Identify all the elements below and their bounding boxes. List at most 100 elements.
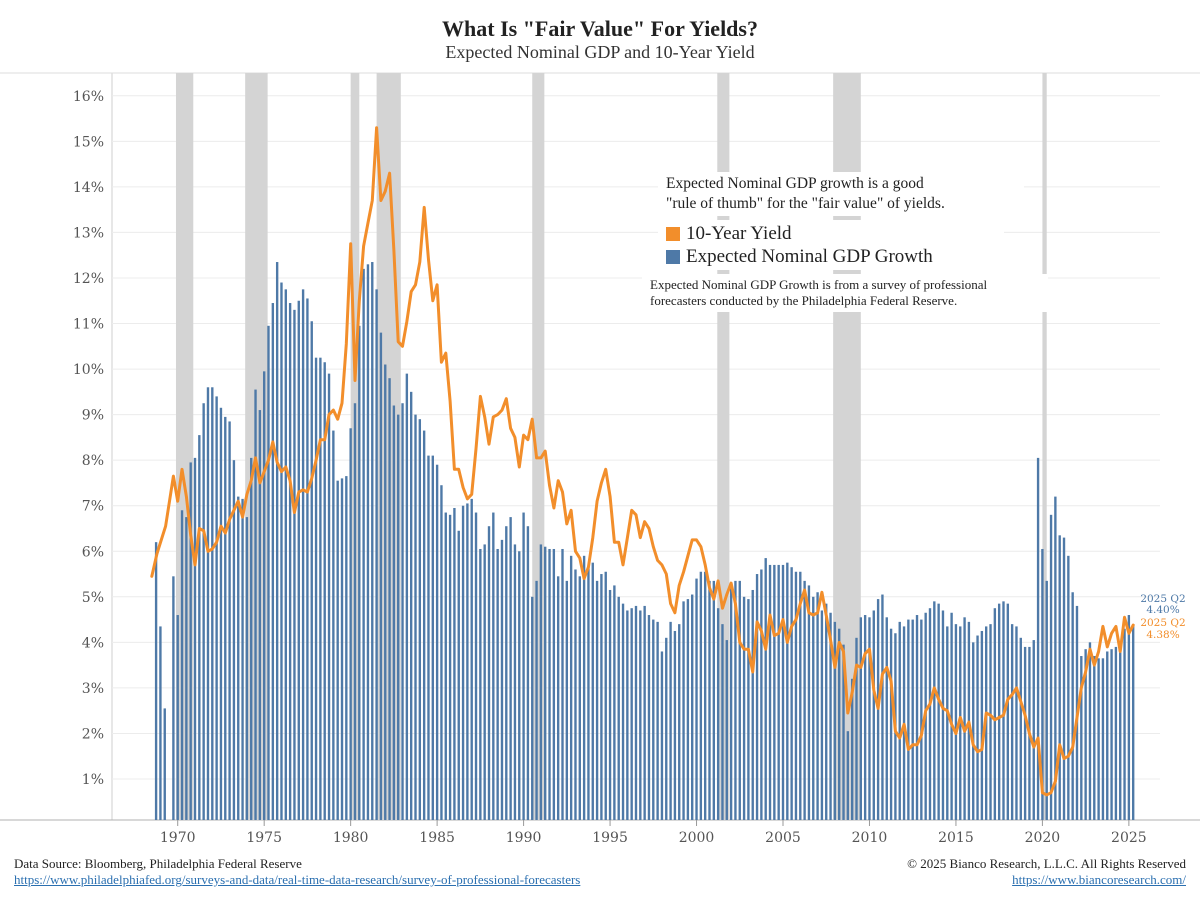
gdp-bar (163, 708, 166, 820)
gdp-bar (1084, 649, 1087, 820)
x-tick-label: 1970 (160, 830, 196, 846)
gdp-bar (215, 396, 218, 820)
gdp-bar (1019, 637, 1022, 820)
gdp-bar (1127, 615, 1131, 820)
legend-swatch-gdp (666, 249, 680, 264)
gdp-bar (898, 621, 901, 820)
gdp-bar (237, 496, 240, 820)
gdp-bar (652, 619, 655, 820)
gdp-bar (262, 371, 266, 820)
gdp-bar (1123, 628, 1126, 820)
gdp-bar (392, 405, 396, 820)
gdp-bar (678, 624, 681, 820)
gdp-bar (587, 567, 590, 820)
gdp-bar (647, 615, 651, 820)
gdp-bar (621, 603, 625, 820)
gdp-bar (349, 428, 352, 820)
x-tick-label: 2015 (938, 830, 974, 846)
gdp-bar (202, 403, 205, 820)
gdp-bar (790, 567, 793, 820)
chart-subtitle: Expected Nominal GDP and 10-Year Yield (445, 42, 755, 62)
gdp-bar (1006, 603, 1010, 820)
gdp-bar (582, 555, 586, 820)
gdp-bar (198, 435, 201, 820)
gdp-bar (928, 608, 932, 820)
yield-end-value: 4.38% (1146, 629, 1179, 641)
gdp-bar (591, 562, 594, 820)
gdp-bar (565, 580, 569, 820)
gdp-bar (989, 624, 992, 820)
gdp-bar (176, 615, 179, 820)
y-tick-label: 1% (82, 772, 104, 788)
recession-band (1042, 73, 1047, 820)
gdp-bar (569, 555, 573, 820)
gdp-bar (1106, 651, 1109, 820)
gdp-bar (872, 610, 875, 820)
gdp-bar (950, 612, 953, 820)
legend-swatch-yield (666, 226, 680, 241)
gdp-bar (219, 407, 223, 820)
gdp-bar (1023, 646, 1027, 820)
gdp-bar (250, 457, 253, 820)
fair-value-note: Expected Nominal GDP growth is a good "r… (658, 172, 1024, 216)
gdp-bar (855, 637, 858, 820)
gdp-bar (1088, 642, 1092, 820)
gdp-bar (1010, 624, 1014, 820)
gdp-bar (466, 503, 469, 820)
gdp-bar (613, 585, 616, 820)
legend-item-yield: 10-Year Yield (666, 222, 996, 245)
gdp-bar (513, 544, 517, 820)
gdp-bar (716, 608, 720, 820)
gdp-bar (288, 303, 292, 820)
gdp-bar (232, 460, 236, 820)
gdp-bar (933, 601, 936, 820)
gdp-bar (1080, 656, 1083, 820)
gdp-bar (885, 617, 888, 820)
gdp-bar (1114, 646, 1118, 820)
gdp-bar (427, 455, 430, 820)
gdp-bar (889, 628, 893, 820)
gdp-bar (1110, 649, 1113, 820)
gdp-bar (777, 564, 780, 820)
source-link[interactable]: https://www.philadelphiafed.org/surveys-… (14, 872, 581, 887)
gdp-bar (1015, 626, 1018, 820)
y-tick-label: 2% (82, 726, 104, 742)
gdp-bar (742, 596, 746, 820)
gdp-bar (980, 630, 984, 820)
gdp-bar (159, 626, 162, 820)
gdp-bar (656, 621, 659, 820)
gdp-bar (505, 526, 508, 820)
gdp-bar (820, 610, 824, 820)
gdp-bar (703, 571, 707, 820)
gdp-bar (699, 571, 703, 820)
gdp-bar (721, 624, 724, 820)
gdp-bar (358, 325, 361, 820)
gdp-bar (725, 640, 728, 820)
gdp-end-value: 4.40% (1146, 604, 1179, 616)
gdp-bar (422, 430, 426, 820)
gdp-bar (665, 637, 668, 820)
gdp-bar (669, 621, 672, 820)
gdp-bar (453, 507, 456, 820)
gdp-bar (245, 517, 249, 820)
data-source-text: Data Source: Bloomberg, Philadelphia Fed… (14, 856, 302, 871)
gdp-bar (911, 619, 914, 820)
gdp-bar (600, 574, 603, 820)
copyright-text: © 2025 Bianco Research, L.L.C. All Right… (907, 856, 1186, 871)
recession-band (175, 73, 194, 820)
gdp-bar (920, 619, 923, 820)
gdp-bar (371, 262, 374, 820)
gdp-bar (193, 457, 197, 820)
gdp-bar (526, 526, 530, 820)
gdp-bar (937, 603, 940, 820)
gdp-bar (353, 403, 357, 820)
gdp-bar (180, 510, 184, 820)
gdp-bar (306, 298, 309, 821)
gdp-bar (539, 544, 543, 820)
gdp-bar (751, 589, 754, 820)
site-link[interactable]: https://www.biancoresearch.com/ (1012, 872, 1186, 887)
gdp-bar (271, 303, 275, 820)
gdp-bar (561, 548, 564, 820)
gdp-bar (1097, 658, 1100, 820)
gdp-bar (604, 571, 607, 820)
